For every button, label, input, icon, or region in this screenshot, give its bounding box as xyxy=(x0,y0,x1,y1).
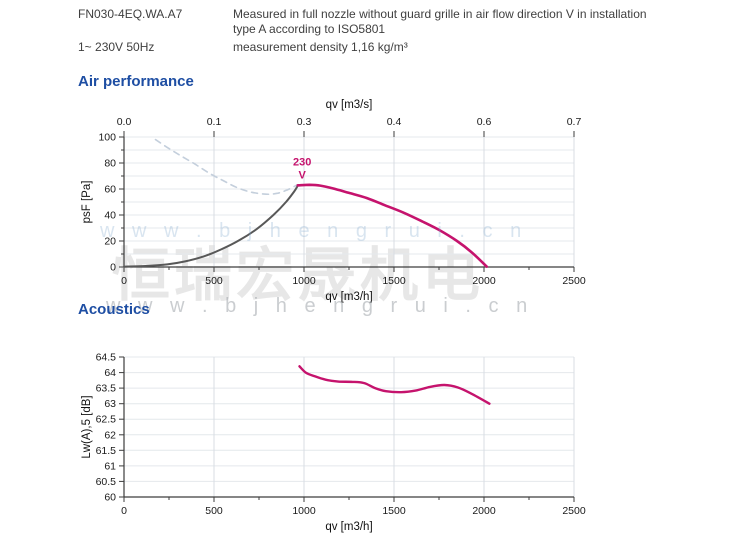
x-tick-label: 0 xyxy=(121,505,127,517)
watermark-url-row2: w w w . b j h e n g r u i . c n xyxy=(106,295,534,317)
measurement-description: Measured in full nozzle without guard gr… xyxy=(233,7,703,37)
x-tick-label: 2000 xyxy=(472,505,496,517)
top-tick-label: 0.6 xyxy=(477,116,492,128)
y-tick-label: 60 xyxy=(104,184,116,196)
y-tick-label: 40 xyxy=(104,210,116,222)
y-tick-label: 60.5 xyxy=(96,476,117,488)
y-tick-label: 61 xyxy=(104,460,116,472)
acoustics-title: Acoustics xyxy=(78,301,150,318)
y-tick-label: 62.5 xyxy=(96,414,117,426)
y-tick-label: 62 xyxy=(104,429,116,441)
model-number: FN030-4EQ.WA.A7 xyxy=(78,7,183,21)
top-axis-title: qv [m3/s] xyxy=(326,99,373,111)
top-tick-label: 0.3 xyxy=(297,116,312,128)
y-tick-label: 63.5 xyxy=(96,383,117,395)
x-tick-label: 2000 xyxy=(472,275,496,287)
x-tick-label: 0 xyxy=(121,275,127,287)
x-axis-title: qv [m3/h] xyxy=(325,521,372,533)
measurement-density: measurement density 1,16 kg/m³ xyxy=(233,40,408,54)
y-tick-label: 20 xyxy=(104,236,116,248)
measurement-description-line1: Measured in full nozzle without guard gr… xyxy=(233,7,647,21)
x-tick-label: 2500 xyxy=(562,505,586,517)
top-tick-label: 0.1 xyxy=(207,116,222,128)
air-performance-chart: 0 500 1000 1500 2000 2500 0 20 40 60 80 100 qv [m3/s… xyxy=(81,99,586,303)
top-tick-label: 0.4 xyxy=(387,116,402,128)
sound-power-curve-230v xyxy=(298,365,491,405)
power-spec: 1~ 230V 50Hz xyxy=(78,40,155,54)
acoustics-chart: 0 500 1000 1500 2000 2500 60 60.5 61 61.5 62 62.5 63… xyxy=(81,352,586,534)
x-axis-title: qv [m3/h] xyxy=(325,291,372,303)
top-tick-label: 0.7 xyxy=(567,116,582,128)
x-tick-label: 2500 xyxy=(562,275,586,287)
x-tick-label: 1000 xyxy=(292,505,316,517)
y-tick-label: 64 xyxy=(104,367,116,379)
y-axis-title: psF [Pa] xyxy=(81,181,93,224)
y-tick-label: 61.5 xyxy=(96,445,117,457)
watermark-url-row1: w w w . b j h e n g r u i . c n xyxy=(100,220,528,242)
x-tick-label: 500 xyxy=(205,275,223,287)
y-axis-title: Lw(A),5 [dB] xyxy=(81,395,93,458)
y-tick-label: 0 xyxy=(110,262,116,274)
y-tick-label: 64.5 xyxy=(96,352,117,364)
top-tick-label: 0.0 xyxy=(117,116,132,128)
x-tick-label: 1500 xyxy=(382,275,406,287)
x-tick-label: 500 xyxy=(205,505,223,517)
operating-curve-230v xyxy=(296,183,488,268)
y-tick-label: 63 xyxy=(104,398,116,410)
x-tick-label: 1000 xyxy=(292,275,316,287)
air-performance-title: Air performance xyxy=(78,73,194,90)
voltage-annotation: 230 xyxy=(293,156,311,168)
voltage-annotation: V xyxy=(299,169,307,181)
aux-dashed-curve xyxy=(154,138,298,196)
y-tick-label: 100 xyxy=(98,132,116,144)
y-tick-label: 80 xyxy=(104,158,116,170)
y-tick-label: 60 xyxy=(104,492,116,504)
x-tick-label: 1500 xyxy=(382,505,406,517)
stall-region-curve xyxy=(123,184,299,268)
measurement-description-line2: type A according to ISO5801 xyxy=(233,22,386,36)
